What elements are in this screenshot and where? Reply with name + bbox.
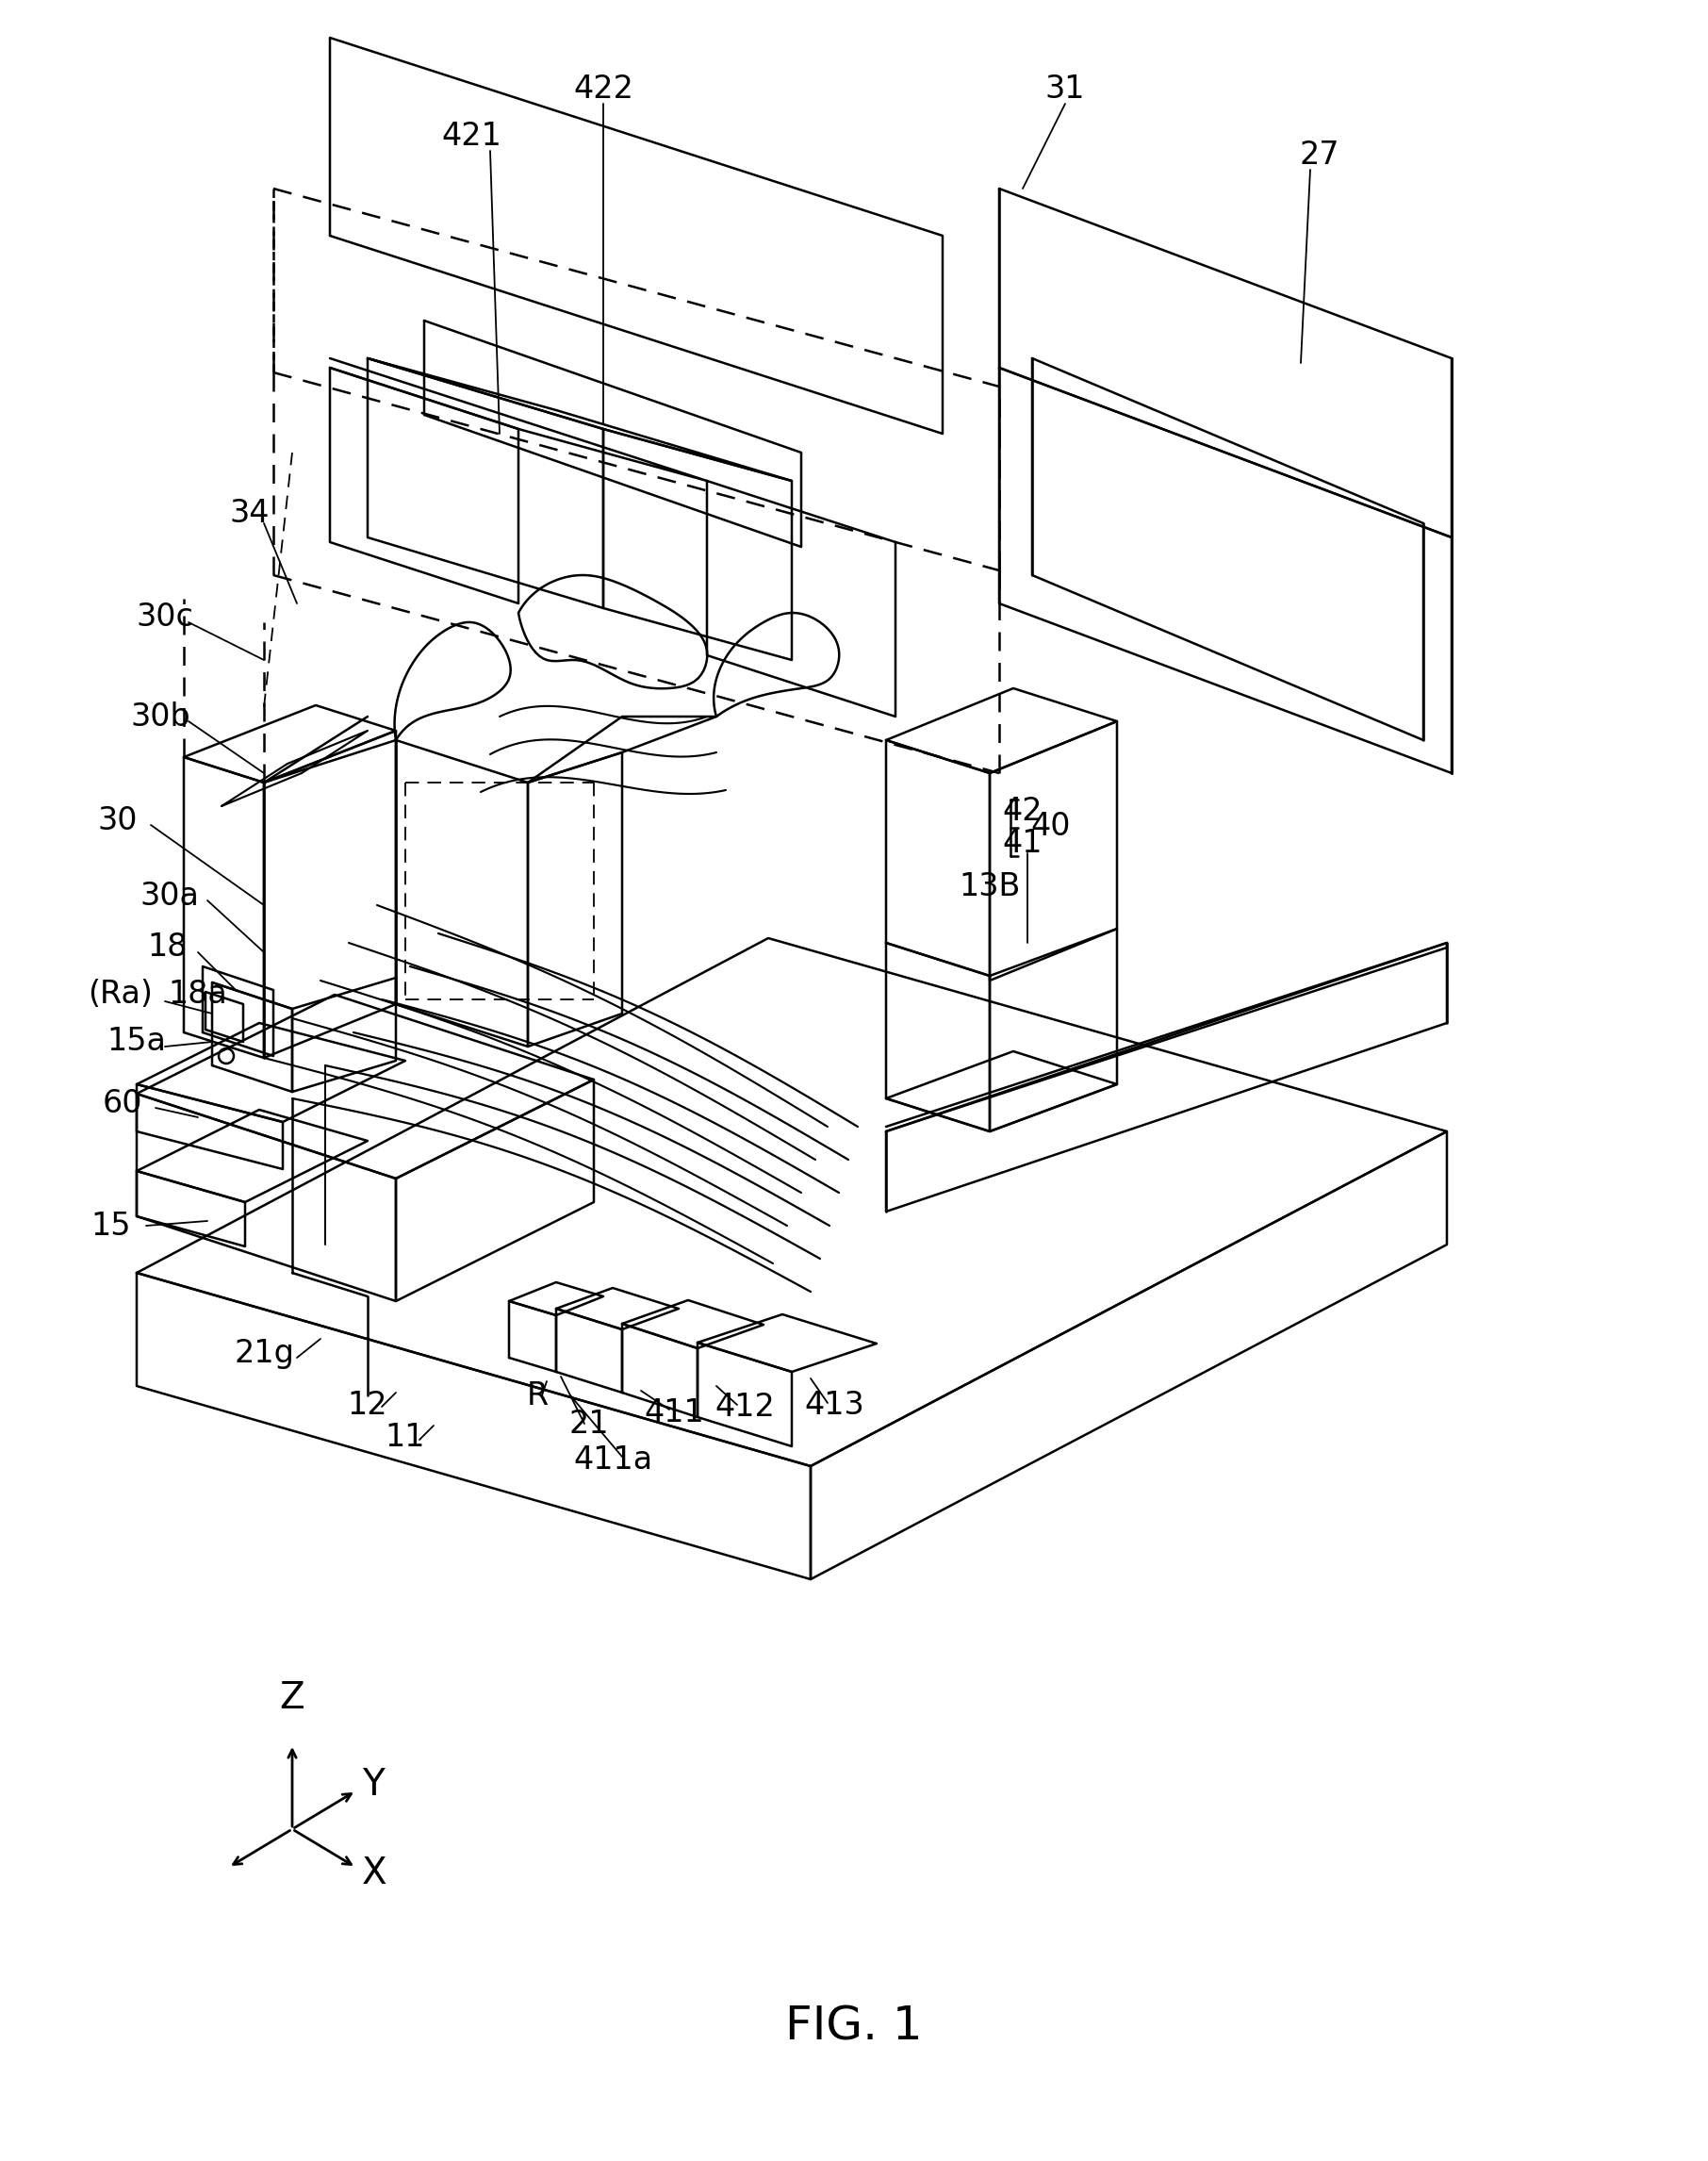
Text: Z: Z (280, 1679, 304, 1716)
Text: 30a: 30a (140, 880, 200, 912)
Text: 411a: 411a (574, 1444, 652, 1476)
Text: 27: 27 (1300, 140, 1339, 171)
Text: 30b: 30b (130, 700, 190, 733)
Text: 42: 42 (1003, 795, 1044, 826)
Text: 11: 11 (386, 1422, 425, 1454)
Text: Y: Y (362, 1768, 384, 1802)
Text: 12: 12 (347, 1390, 388, 1420)
Text: 21g: 21g (234, 1338, 294, 1368)
Text: 411: 411 (644, 1396, 704, 1428)
Text: 21: 21 (569, 1409, 610, 1439)
Text: 413: 413 (804, 1390, 864, 1420)
Text: 15a: 15a (108, 1026, 166, 1057)
Text: 31: 31 (1045, 73, 1085, 106)
Text: 421: 421 (441, 121, 502, 151)
Text: 412: 412 (714, 1392, 775, 1424)
Text: 18a: 18a (169, 979, 227, 1009)
Text: 13B: 13B (958, 871, 1021, 901)
Text: 34: 34 (231, 499, 270, 529)
Text: R: R (526, 1381, 548, 1411)
Text: 41: 41 (1003, 828, 1044, 860)
Text: 18: 18 (149, 931, 188, 964)
Text: 30: 30 (97, 804, 138, 836)
Text: X: X (362, 1856, 388, 1891)
Text: 40: 40 (1032, 810, 1071, 843)
Text: FIG. 1: FIG. 1 (786, 2005, 922, 2051)
Text: 60: 60 (102, 1087, 142, 1119)
Text: 15: 15 (91, 1210, 132, 1240)
Text: (Ra): (Ra) (89, 979, 154, 1009)
Text: 422: 422 (574, 73, 634, 106)
Text: 30c: 30c (137, 603, 193, 633)
